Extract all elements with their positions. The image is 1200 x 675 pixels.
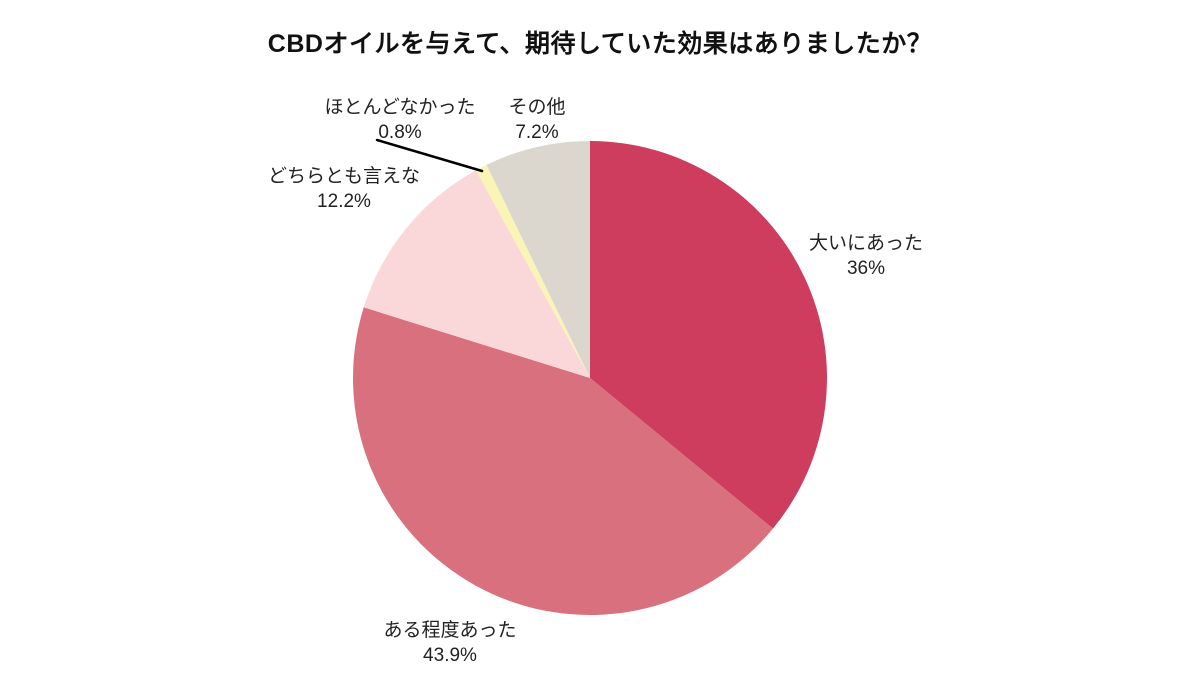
leader-line-almost-none bbox=[375, 138, 484, 173]
pie-slices bbox=[353, 141, 828, 615]
slice-label-neither: どちらとも言えな 12.2% bbox=[268, 164, 420, 214]
slice-label-text: その他 bbox=[508, 97, 566, 118]
pie-slice bbox=[486, 141, 590, 378]
slice-value-text: 36% bbox=[846, 258, 886, 279]
slice-label-almost-none: ほとんどなかった 0.8% bbox=[324, 95, 475, 145]
slice-label-other: その他 7.2% bbox=[508, 95, 565, 145]
pie-slice bbox=[475, 164, 590, 378]
slice-value-text: 7.2% bbox=[515, 122, 559, 143]
slice-label-strong-effect: 大いにあった 36% bbox=[809, 231, 923, 281]
slice-value-text: 12.2% bbox=[317, 191, 371, 212]
slice-label-some-effect: ある程度あった 43.9% bbox=[383, 618, 516, 668]
pie-slice bbox=[353, 307, 773, 615]
pie-slice bbox=[363, 170, 590, 378]
slice-label-text: 大いにあった bbox=[808, 233, 924, 254]
slice-label-text: ある程度あった bbox=[383, 620, 517, 641]
slice-value-text: 43.9% bbox=[423, 645, 477, 666]
slice-value-text: 0.8% bbox=[378, 122, 422, 143]
slice-label-text: どちらとも言えな bbox=[267, 166, 421, 187]
chart-title: CBDオイルを与えて、期待していた効果はありましたか？ bbox=[267, 30, 933, 58]
pie-slice bbox=[590, 141, 828, 529]
slice-label-text: ほとんどなかった bbox=[324, 97, 476, 118]
